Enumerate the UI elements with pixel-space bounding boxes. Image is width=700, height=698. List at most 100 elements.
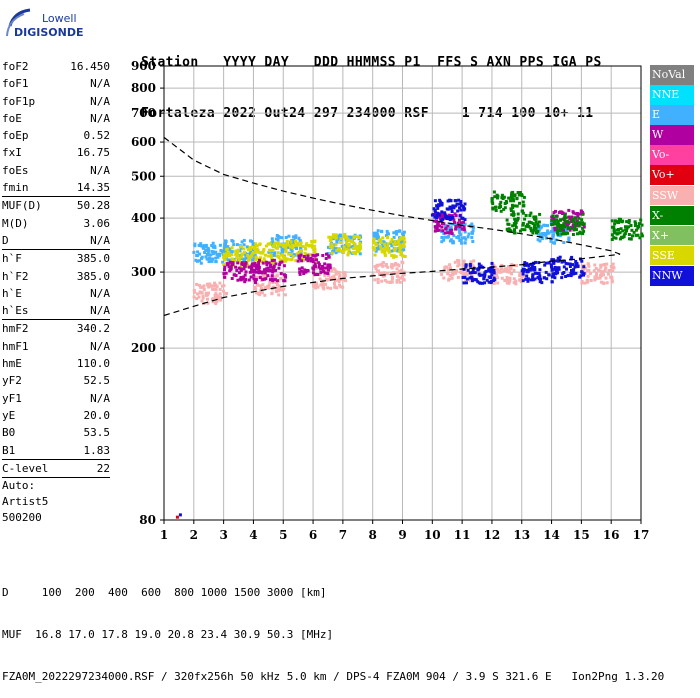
echo-point-e: [385, 229, 389, 233]
echo-point-x-: [503, 206, 507, 210]
echo-point-ssw: [332, 274, 336, 278]
echo-point-ssw: [213, 281, 217, 285]
echo-point-e: [350, 235, 354, 239]
echo-point-ssw: [457, 260, 461, 264]
echo-point-x-: [496, 196, 499, 200]
param-row: foF1p N/A: [2, 93, 110, 110]
echo-point-e: [458, 230, 461, 234]
echo-point-ssw: [518, 278, 522, 282]
echo-point-ssw: [471, 264, 475, 268]
echo-point-x-: [516, 216, 520, 220]
echo-point-sse: [383, 253, 387, 257]
echo-point-w: [453, 221, 457, 225]
echo-point-w: [323, 262, 327, 266]
echo-point-sse: [383, 250, 387, 254]
echo-point-ssw: [211, 284, 215, 288]
echo-point-w: [312, 267, 316, 271]
echo-point-ssw: [598, 276, 602, 280]
echo-point-w: [229, 265, 233, 269]
echo-point-sse: [399, 244, 403, 248]
echo-point-e: [204, 255, 208, 259]
echo-point-x-: [566, 231, 570, 235]
echo-point-sse: [341, 250, 345, 254]
echo-point-sse: [351, 251, 355, 255]
echo-point-ssw: [600, 273, 604, 277]
echo-point-sse: [347, 251, 351, 255]
echo-point-nnw: [566, 273, 570, 277]
echo-point-e: [390, 244, 394, 248]
echo-point-w: [432, 219, 436, 223]
param-name: h`F2: [2, 269, 29, 283]
x-tick-label: 14: [543, 528, 560, 542]
echo-point-nnw: [459, 200, 463, 203]
echo-point-w: [243, 273, 247, 277]
echo-point-w: [327, 255, 331, 259]
echo-point-sse: [379, 247, 383, 251]
echo-point-w: [258, 276, 262, 280]
echo-point-x-: [632, 230, 636, 234]
echo-point-e: [226, 258, 230, 262]
echo-point-e: [471, 226, 475, 230]
echo-point-w: [265, 260, 269, 264]
echo-point-x-: [615, 232, 619, 236]
echo-point-e: [471, 229, 475, 233]
param-row: fmin 14.35: [2, 179, 110, 196]
x-tick-label: 1: [160, 528, 168, 542]
echo-point-nnw: [493, 278, 497, 282]
footer-muf-row: MUF 16.8 17.0 17.8 19.0 20.8 23.4 30.9 5…: [2, 628, 334, 641]
echo-point-ssw: [206, 297, 209, 301]
echo-point-e: [401, 232, 405, 236]
echo-point-e: [294, 246, 298, 250]
echo-point-w: [564, 221, 567, 224]
echo-point-e: [210, 250, 214, 253]
echo-point-sse: [222, 262, 226, 266]
echo-point-x-: [627, 233, 631, 236]
echo-point-x-: [562, 222, 566, 226]
echo-point-e: [195, 254, 199, 257]
echo-point-nnw: [482, 276, 486, 280]
echo-point-sse: [339, 237, 343, 241]
echo-point-x-: [528, 214, 532, 217]
echo-point-w: [300, 259, 304, 263]
echo-point-e: [554, 238, 558, 242]
echo-point-ssw: [335, 270, 339, 274]
param-row: foF2 16.450: [2, 58, 110, 75]
echo-point-sse: [284, 250, 288, 254]
echo-point-e: [290, 249, 294, 253]
echo-point-nnw: [524, 277, 528, 281]
echo-point-x-: [619, 237, 622, 241]
echo-point-sse: [308, 244, 312, 248]
echo-point-w: [224, 271, 228, 275]
echo-point-ssw: [225, 292, 228, 295]
echo-point-sse: [254, 258, 258, 261]
echo-point-e: [199, 242, 203, 246]
echo-point-w: [574, 212, 578, 216]
echo-point-x-: [527, 220, 531, 224]
echo-point-sse: [222, 252, 226, 256]
echo-point-ssw: [373, 265, 377, 269]
echo-point-ssw: [500, 263, 504, 267]
echo-point-w: [238, 277, 242, 281]
echo-point-ssw: [446, 272, 450, 276]
legend-item-noval: NoVal: [650, 65, 694, 85]
echo-point-ssw: [376, 277, 380, 281]
echo-point-nnw: [492, 271, 496, 275]
echo-point-e: [564, 227, 568, 231]
echo-point-e: [216, 255, 220, 259]
echo-point-sse: [257, 250, 261, 254]
x-tick-label: 10: [424, 528, 441, 542]
echo-point-w: [298, 270, 302, 274]
echo-point-nnw: [455, 202, 459, 206]
echo-point-x-: [617, 228, 620, 231]
echo-point-ssw: [507, 281, 511, 285]
echo-point-ssw: [192, 288, 196, 292]
echo-point-w: [324, 266, 328, 270]
echo-point-sse: [275, 241, 279, 245]
y-tick-label: 500: [131, 169, 156, 183]
echo-point-nnw: [479, 264, 483, 268]
echo-point-e: [238, 254, 242, 258]
echo-point-w: [454, 225, 458, 229]
echo-point-sse: [290, 257, 294, 261]
echo-point-x-: [532, 228, 536, 232]
param-value: N/A: [90, 111, 110, 125]
